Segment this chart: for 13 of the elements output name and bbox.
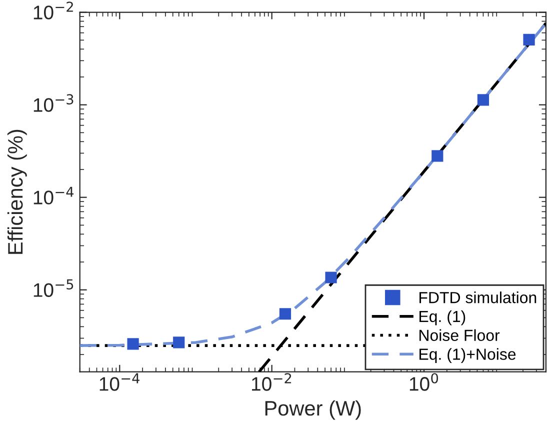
x-axis-title: Power (W) <box>265 400 361 420</box>
y-tick-label: 10$^{−3}$ <box>34 94 74 112</box>
y-tick-label: 10$^{−5}$ <box>34 279 74 297</box>
legend-label: Eq. (1) <box>420 310 466 326</box>
legend-label: Eq. (1)+Noise <box>420 348 516 364</box>
x-tick-label: 10$^{−2}$ <box>252 373 292 391</box>
ref-line-label: Noise Floor <box>420 329 500 342</box>
legend-label: FDTD simulation <box>420 292 536 304</box>
y-tick-label: 10$^{−2}$ <box>34 2 73 20</box>
x-tick-label: 10$^{−4}$ <box>100 373 140 391</box>
y-axis-title: Efficiency (%) <box>7 130 27 254</box>
y-tick-label: 10$^{−4}$ <box>34 186 74 204</box>
x-tick-label: 10$^{0}$ <box>410 373 438 391</box>
